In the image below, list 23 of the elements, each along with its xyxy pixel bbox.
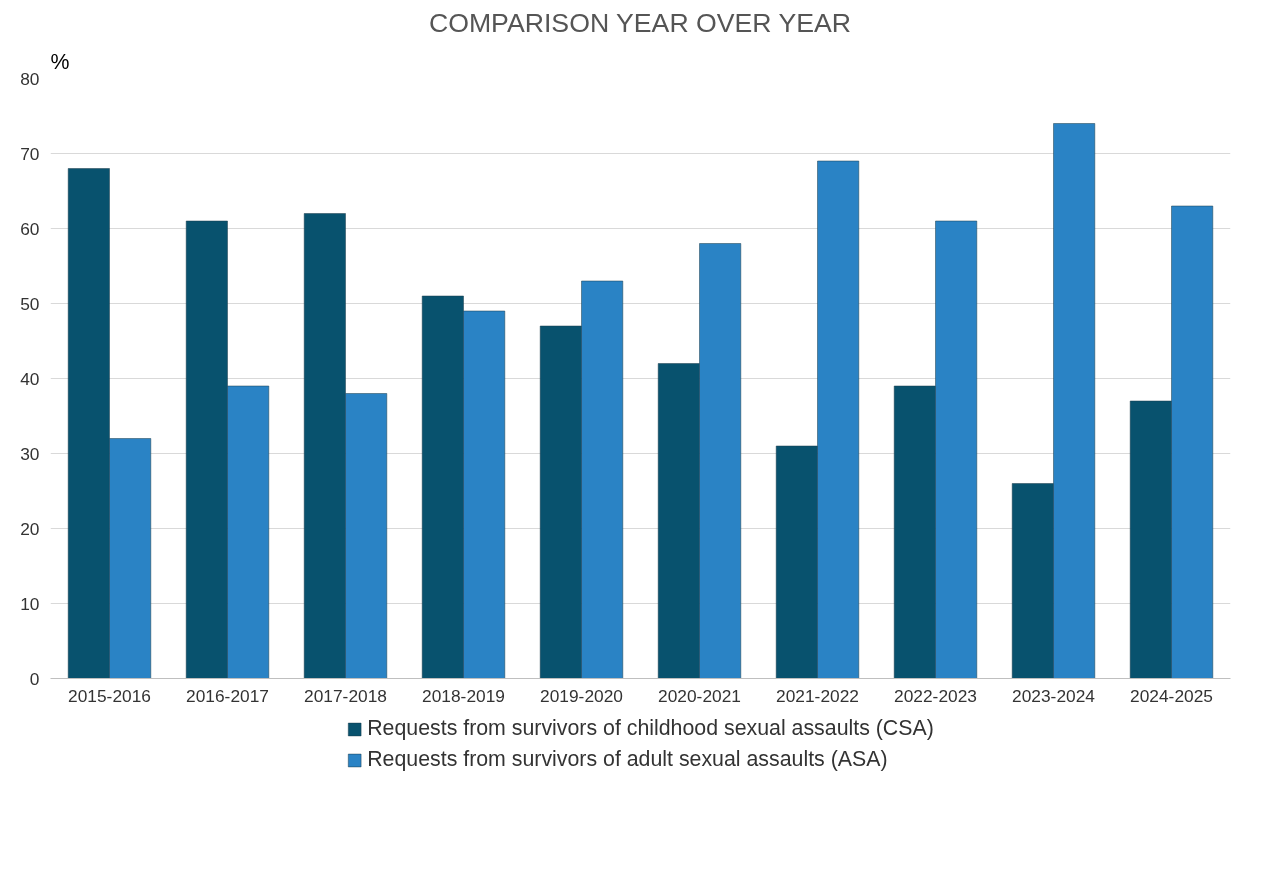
y-tick-label: 50: [20, 293, 40, 314]
y-tick-label: 80: [20, 68, 40, 89]
y-tick-label: 0: [29, 668, 40, 689]
y-tick-label: 60: [20, 218, 40, 239]
y-tick-label: 10: [20, 593, 40, 614]
x-tick-label: 2020-2021: [658, 685, 741, 706]
x-tick-label: 2016-2017: [186, 685, 269, 706]
y-tick-label: 30: [20, 443, 40, 464]
y-tick-label: 20: [20, 518, 40, 539]
x-tick-label: 2024-2025: [1130, 685, 1213, 706]
x-tick-label: 2022-2023: [894, 685, 977, 706]
legend-label: Requests from survivors of adult sexual assaults (ASA): [367, 747, 888, 772]
x-tick-label: 2023-2024: [1012, 685, 1096, 706]
x-tick-label: 2015-2016: [68, 685, 151, 706]
x-tick-label: 2018-2019: [422, 685, 505, 706]
x-tick-label: 2021-2022: [776, 685, 859, 706]
y-axis-title: %: [50, 49, 70, 74]
y-tick-label: 40: [20, 368, 40, 389]
x-tick-label: 2019-2020: [540, 685, 623, 706]
chart-title: COMPARISON YEAR OVER YEAR: [428, 7, 852, 38]
x-tick-label: 2017-2018: [304, 685, 387, 706]
legend-label: Requests from survivors of childhood sexual assaults (CSA): [367, 716, 934, 741]
y-tick-label: 70: [20, 143, 40, 164]
